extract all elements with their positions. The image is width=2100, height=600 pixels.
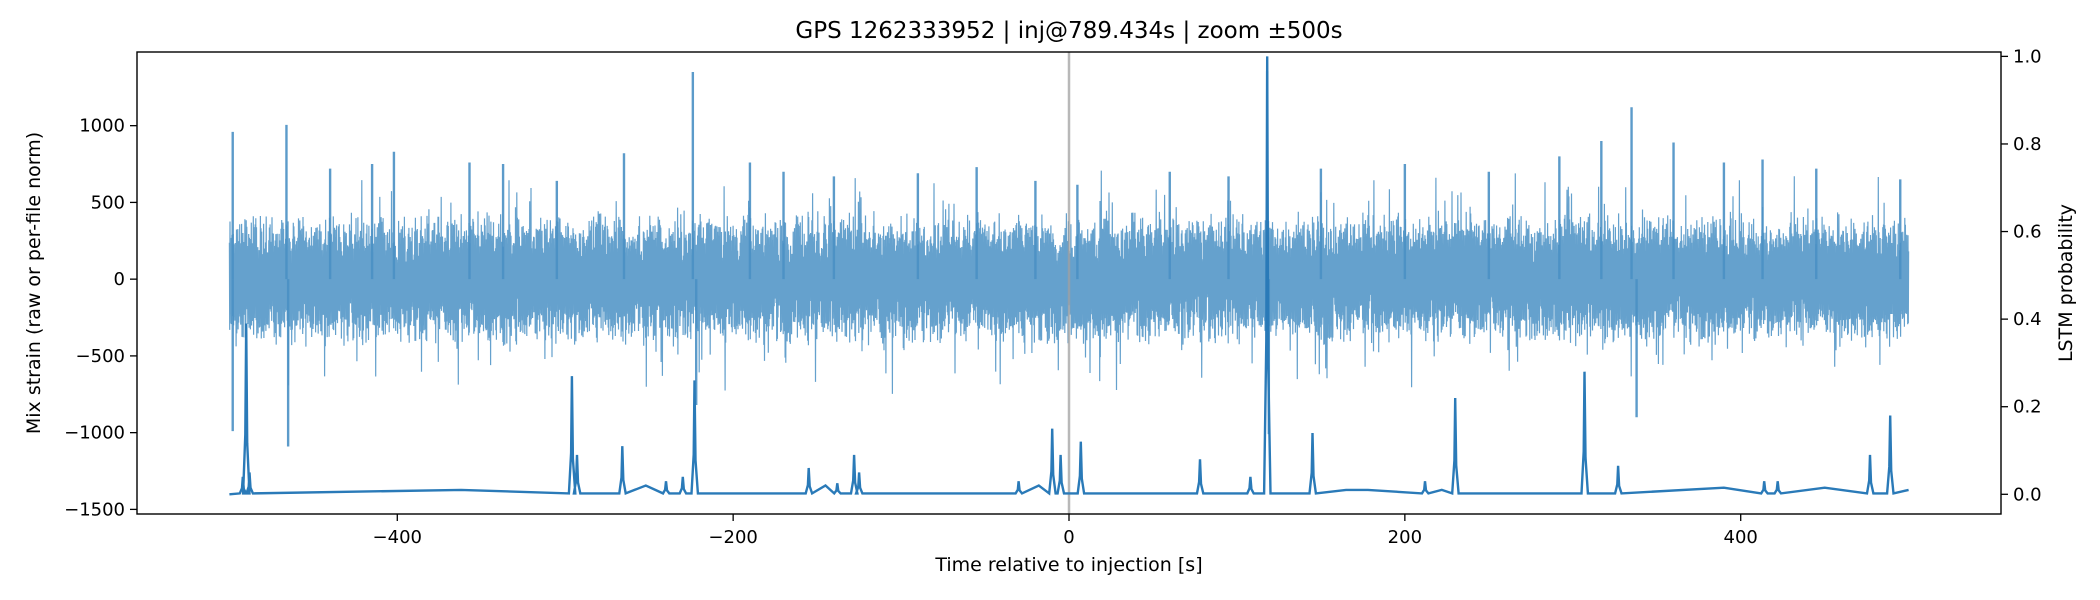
y-axis-right-label: LSTM probability bbox=[2055, 204, 2077, 362]
plot-area bbox=[136, 51, 2002, 515]
y-tick-label: 1000 bbox=[79, 116, 125, 137]
y-right-tick-label: 0.0 bbox=[2013, 484, 2042, 505]
y-axis-label: Mix strain (raw or per-file norm) bbox=[23, 132, 45, 434]
x-tick-label: −400 bbox=[373, 527, 422, 548]
y-right-tick-label: 0.4 bbox=[2013, 309, 2042, 330]
x-axis-label: Time relative to injection [s] bbox=[934, 554, 1202, 576]
y-right-tick-label: 1.0 bbox=[2013, 46, 2042, 67]
x-tick-label: 0 bbox=[1063, 527, 1074, 548]
x-tick-label: 200 bbox=[1388, 527, 1422, 548]
y-right-tick-label: 0.6 bbox=[2013, 222, 2042, 243]
y-tick-label: −1000 bbox=[64, 423, 125, 444]
x-axis: −400 −200 0 200 400 bbox=[373, 514, 1758, 548]
y-tick-label: −1500 bbox=[64, 499, 125, 520]
y-right-tick-label: 0.8 bbox=[2013, 134, 2042, 155]
y-right-tick-label: 0.2 bbox=[2013, 397, 2042, 418]
lstm-probability-series bbox=[229, 56, 1909, 496]
x-tick-label: 400 bbox=[1724, 527, 1758, 548]
chart-title: GPS 1262333952 | inj@789.434s | zoom ±50… bbox=[795, 18, 1342, 44]
y-axis-left: 1000 500 0 −500 −1000 −1500 bbox=[64, 116, 137, 520]
x-tick-label: −200 bbox=[708, 527, 757, 548]
y-tick-label: −500 bbox=[76, 346, 125, 367]
y-axis-right: 1.0 0.8 0.6 0.4 0.2 0.0 bbox=[2001, 46, 2042, 505]
y-tick-label: 500 bbox=[91, 192, 125, 213]
y-tick-label: 0 bbox=[114, 269, 125, 290]
